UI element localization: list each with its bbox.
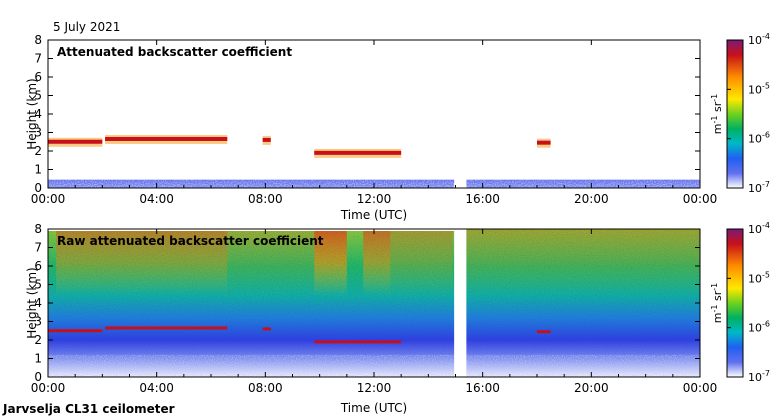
- y-tick-label: 1: [34, 163, 42, 177]
- x-tick-label: 20:00: [574, 381, 609, 395]
- y-tick-label: 4: [34, 107, 42, 121]
- y-tick-label: 2: [34, 333, 42, 347]
- colorbar-tick-label: 10-6: [748, 320, 770, 335]
- x-tick-label: 20:00: [574, 192, 609, 206]
- speckle-texture: [48, 229, 700, 377]
- colorbar-top: 10-4 10-5 10-6 10-7 m-1 sr-1: [710, 32, 770, 195]
- x-tick-label: 12:00: [357, 381, 392, 395]
- y-tick-label: 7: [34, 52, 42, 66]
- data-gap: [454, 229, 467, 377]
- y-tick-label: 5: [34, 89, 42, 103]
- footer-label: Jarvselja CL31 ceilometer: [2, 402, 175, 416]
- cloud-layer: [262, 327, 271, 331]
- date-label: 5 July 2021: [53, 20, 120, 34]
- x-tick-label: 00:00: [683, 381, 718, 395]
- y-tick-label: 8: [34, 33, 42, 47]
- top-edge: [48, 229, 455, 231]
- y-tick-label: 3: [34, 126, 42, 140]
- x-tick-label: 16:00: [465, 381, 500, 395]
- x-tick-label: 00:00: [31, 381, 66, 395]
- y-axis-label: Height (km): [25, 267, 39, 338]
- cloud-layer: [48, 329, 103, 333]
- y-axis-label: Height (km): [25, 78, 39, 149]
- colorbar-unit: m-1 sr-1: [710, 283, 724, 323]
- y-tick-label: 7: [34, 241, 42, 255]
- colorbar-tick-label: 10-4: [748, 32, 770, 47]
- x-tick-label: 00:00: [31, 192, 66, 206]
- raw-attenuated-backscatter-panel: Raw attenuated backscatter coefficient 0…: [25, 222, 717, 415]
- x-tick-label: 04:00: [139, 192, 174, 206]
- cloud-layer: [314, 150, 402, 155]
- plot-area: [48, 40, 700, 188]
- y-tick-label: 2: [34, 144, 42, 158]
- colorbar-tick-label: 10-4: [748, 221, 770, 236]
- x-axis-label: Time (UTC): [340, 401, 407, 415]
- colorbar-tick-label: 10-5: [748, 81, 770, 96]
- x-tick-label: 12:00: [357, 192, 392, 206]
- panel-title: Attenuated backscatter coefficient: [57, 45, 292, 59]
- cloud-layer: [105, 136, 228, 141]
- colorbar: [726, 228, 744, 378]
- y-tick-label: 0: [34, 181, 42, 195]
- y-tick-label: 0: [34, 370, 42, 384]
- x-axis-label: Time (UTC): [340, 208, 407, 222]
- y-tick-label: 4: [34, 296, 42, 310]
- x-tick-label: 16:00: [465, 192, 500, 206]
- attenuated-backscatter-panel: Attenuated backscatter coefficient 00:00…: [25, 33, 717, 222]
- colorbar-tick-label: 10-7: [748, 369, 770, 384]
- colorbar-tick-label: 10-6: [748, 131, 770, 146]
- panel-title: Raw attenuated backscatter coefficient: [57, 234, 324, 248]
- y-tick-label: 1: [34, 352, 42, 366]
- y-tick-label: 8: [34, 222, 42, 236]
- colorbar: [726, 39, 744, 189]
- data-gap: [454, 40, 467, 188]
- cloud-layer: [105, 326, 228, 330]
- y-tick-label: 6: [34, 70, 42, 84]
- cloud-layer: [537, 330, 551, 334]
- cloud-layer: [262, 137, 271, 142]
- x-tick-label: 08:00: [248, 381, 283, 395]
- y-tick-label: 6: [34, 259, 42, 273]
- cloud-layer: [314, 340, 402, 344]
- x-tick-label: 04:00: [139, 381, 174, 395]
- y-tick-label: 5: [34, 278, 42, 292]
- colorbar-bottom: 10-4 10-5 10-6 10-7 m-1 sr-1: [710, 221, 770, 384]
- y-tick-label: 3: [34, 315, 42, 329]
- cloud-layer: [48, 139, 103, 144]
- x-tick-label: 08:00: [248, 192, 283, 206]
- colorbar-unit: m-1 sr-1: [710, 94, 724, 134]
- x-tick-label: 00:00: [683, 192, 718, 206]
- colorbar-tick-label: 10-7: [748, 180, 770, 195]
- colorbar-tick-label: 10-5: [748, 270, 770, 285]
- cloud-layer: [537, 140, 551, 145]
